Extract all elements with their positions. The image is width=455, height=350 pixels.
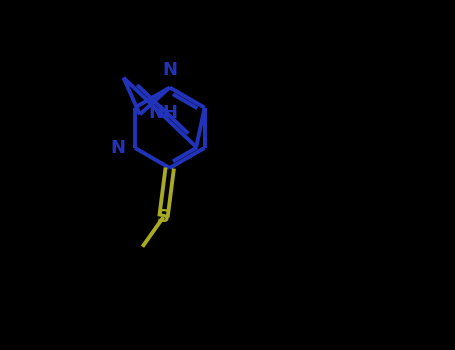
Text: NH: NH (149, 104, 179, 122)
Text: N: N (110, 139, 125, 157)
Text: S: S (157, 208, 170, 226)
Text: N: N (162, 61, 177, 79)
